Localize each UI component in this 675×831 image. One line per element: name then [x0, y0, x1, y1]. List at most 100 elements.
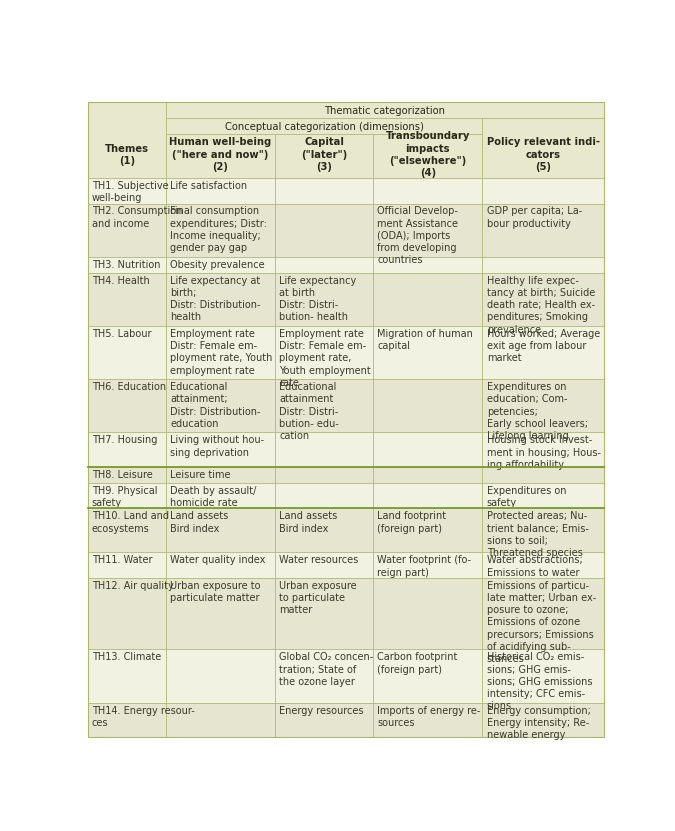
Text: Human well-being
("here and now")
(2): Human well-being ("here and now") (2) [169, 137, 271, 172]
Text: Educational
attainment
Distr: Distri-
bution- edu-
cation: Educational attainment Distr: Distri- bu… [279, 382, 339, 441]
Text: TH6. Education: TH6. Education [92, 382, 166, 392]
Bar [275, 483, 373, 509]
Bar [373, 578, 483, 650]
Bar [275, 257, 373, 273]
Bar [88, 553, 166, 578]
Bar [373, 326, 483, 379]
Bar [88, 578, 166, 650]
Text: Final consumption
expenditures; Distr:
Income inequality;
gender pay gap: Final consumption expenditures; Distr: I… [170, 206, 267, 253]
Text: TH5. Labour: TH5. Labour [92, 329, 151, 339]
Bar [275, 553, 373, 578]
Bar [88, 509, 166, 553]
Bar [483, 553, 604, 578]
Bar [166, 118, 483, 135]
Bar [483, 483, 604, 509]
Text: Water abstractions;
Emissions to water: Water abstractions; Emissions to water [487, 555, 583, 578]
Bar [483, 178, 604, 204]
Bar [275, 467, 373, 483]
Text: Protected areas; Nu-
trient balance; Emis-
sions to soil;
Threatened species: Protected areas; Nu- trient balance; Emi… [487, 511, 589, 558]
Bar [373, 703, 483, 737]
Text: Educational
attainment;
Distr: Distribution-
education: Educational attainment; Distr: Distribut… [170, 382, 261, 429]
Text: Capital
("later")
(3): Capital ("later") (3) [301, 137, 347, 172]
Text: Imports of energy re-
sources: Imports of energy re- sources [377, 706, 481, 728]
Bar [275, 578, 373, 650]
Bar [166, 379, 275, 432]
Bar [483, 650, 604, 703]
Bar [373, 467, 483, 483]
Bar [373, 432, 483, 467]
Bar [275, 178, 373, 204]
Bar [373, 650, 483, 703]
Bar [373, 135, 483, 178]
Bar [88, 379, 166, 432]
Text: Historical CO₂ emis-
sions; GHG emis-
sions; GHG emissions
intensity; CFC emis-
: Historical CO₂ emis- sions; GHG emis- si… [487, 652, 592, 711]
Text: TH8. Leisure: TH8. Leisure [92, 470, 153, 480]
Bar [166, 326, 275, 379]
Bar [88, 178, 166, 204]
Text: Land footprint
(foreign part): Land footprint (foreign part) [377, 511, 446, 534]
Text: Water resources: Water resources [279, 555, 358, 565]
Bar [275, 379, 373, 432]
Bar [166, 204, 275, 257]
Text: Transboundary
impacts
("elsewhere")
(4): Transboundary impacts ("elsewhere") (4) [385, 131, 470, 178]
Bar [483, 509, 604, 553]
Bar [166, 135, 275, 178]
Bar [166, 509, 275, 553]
Bar [88, 432, 166, 467]
Text: Land assets
Bird index: Land assets Bird index [279, 511, 338, 534]
Bar [88, 204, 166, 257]
Bar [88, 326, 166, 379]
Text: Death by assault/
homicide rate: Death by assault/ homicide rate [170, 486, 256, 509]
Text: Leisure time: Leisure time [170, 470, 231, 480]
Bar [483, 273, 604, 326]
Bar [275, 703, 373, 737]
Text: Life expectancy at
birth;
Distr: Distribution-
health: Life expectancy at birth; Distr: Distrib… [170, 276, 261, 322]
Bar [373, 509, 483, 553]
Bar [166, 257, 275, 273]
Bar [483, 204, 604, 257]
Text: Expenditures on
education; Com-
petencies;
Early school leavers;
Lifelong learni: Expenditures on education; Com- petencie… [487, 382, 588, 441]
Bar [483, 326, 604, 379]
Bar [166, 703, 275, 737]
Text: Land assets
Bird index: Land assets Bird index [170, 511, 228, 534]
Text: Housing stock Invest-
ment in housing; Hous-
ing affordability: Housing stock Invest- ment in housing; H… [487, 435, 601, 470]
Bar [166, 432, 275, 467]
Text: Life satisfaction: Life satisfaction [170, 181, 247, 191]
Bar [166, 578, 275, 650]
Text: TH13. Climate: TH13. Climate [92, 652, 161, 662]
Text: GDP per capita; La-
bour productivity: GDP per capita; La- bour productivity [487, 206, 582, 229]
Bar [275, 204, 373, 257]
Bar [166, 467, 275, 483]
Text: TH9. Physical
safety: TH9. Physical safety [92, 486, 157, 509]
Text: TH3. Nutrition: TH3. Nutrition [92, 259, 161, 269]
Bar [483, 257, 604, 273]
Text: TH4. Health: TH4. Health [92, 276, 150, 286]
Text: Urban exposure to
particulate matter: Urban exposure to particulate matter [170, 581, 261, 603]
Text: Employment rate
Distr: Female em-
ployment rate, Youth
employment rate: Employment rate Distr: Female em- ployme… [170, 329, 273, 376]
Bar [373, 204, 483, 257]
Text: Policy relevant indi-
cators
(5): Policy relevant indi- cators (5) [487, 137, 600, 172]
Text: Energy resources: Energy resources [279, 706, 364, 715]
Text: TH10. Land and
ecosystems: TH10. Land and ecosystems [92, 511, 169, 534]
Text: Obesity prevalence: Obesity prevalence [170, 259, 265, 269]
Bar [275, 650, 373, 703]
Text: TH14. Energy resour-
ces: TH14. Energy resour- ces [92, 706, 194, 728]
Text: Thematic categorization: Thematic categorization [325, 106, 446, 116]
Text: Themes
(1): Themes (1) [105, 144, 148, 166]
Bar [166, 650, 275, 703]
Text: Carbon footprint
(foreign part): Carbon footprint (foreign part) [377, 652, 458, 675]
Bar [88, 102, 166, 178]
Text: Official Develop-
ment Assistance
(ODA); Imports
from developing
countries: Official Develop- ment Assistance (ODA);… [377, 206, 458, 265]
Bar [483, 118, 604, 178]
Text: Energy consumption;
Energy intensity; Re-
newable energy: Energy consumption; Energy intensity; Re… [487, 706, 591, 740]
Bar [166, 553, 275, 578]
Bar [483, 467, 604, 483]
Text: TH11. Water: TH11. Water [92, 555, 153, 565]
Bar [373, 553, 483, 578]
Text: TH1. Subjective
well-being: TH1. Subjective well-being [92, 181, 169, 204]
Text: TH2. Consumption
and income: TH2. Consumption and income [92, 206, 182, 229]
Text: TH7. Housing: TH7. Housing [92, 435, 157, 445]
Bar [483, 432, 604, 467]
Text: Expenditures on
safety: Expenditures on safety [487, 486, 566, 509]
Bar [88, 467, 166, 483]
